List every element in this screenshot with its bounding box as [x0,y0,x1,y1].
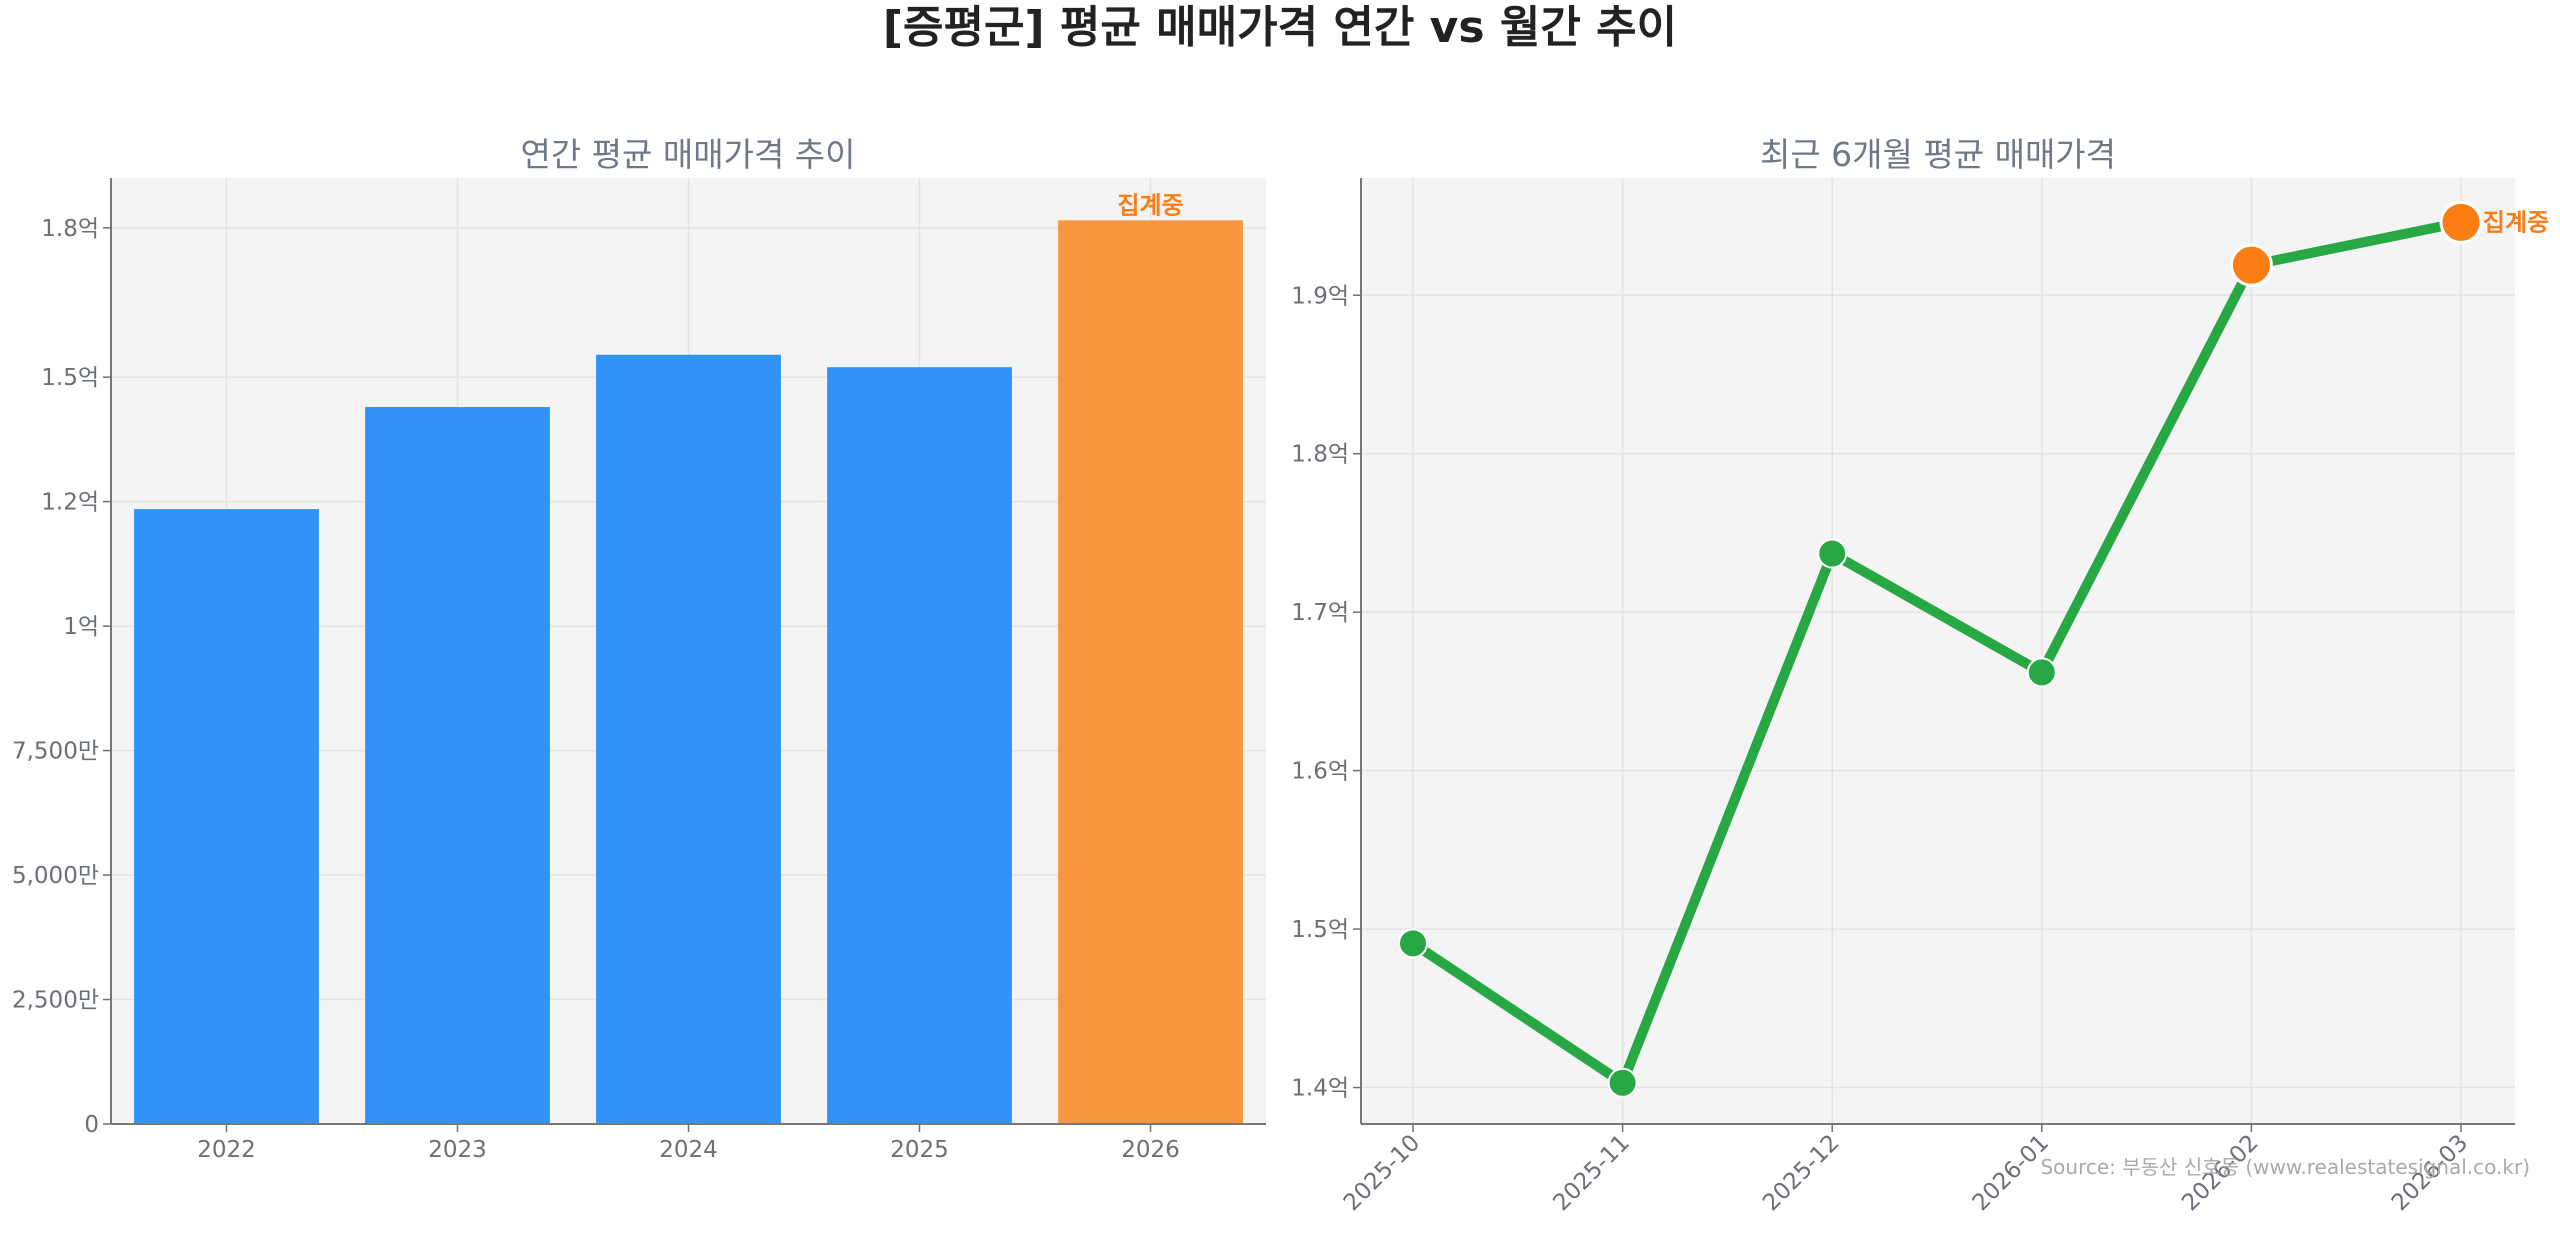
bar-series [134,220,1243,1125]
bar-2024 [596,354,781,1124]
bar-chart-panel: 2022 2023 2024 2025 2026 0 2,500만 5,000만 7,500만… [12,135,1266,1163]
line-point [1398,928,1428,959]
bar-2023 [365,407,550,1124]
bar-y-tick-label: 5,000만 [12,863,99,889]
line-plot-area [1361,178,2515,1124]
line-x-tick-label: 2025-11 [1548,1130,1634,1216]
line-y-tick-label: 1.8억 [1291,442,1349,468]
source-note: Source: 부동산 신호등 (www.realestatesignal.co… [2040,1155,2530,1179]
line-x-tick-label: 2025-10 [1339,1130,1425,1216]
bar-y-tick-label: 1억 [63,614,99,640]
bar-x-tick-label: 2024 [659,1137,718,1163]
line-y-tick-label: 1.7억 [1291,600,1349,626]
line-axes [1353,178,2515,1132]
line-chart-panel: 2025-10 2025-11 2025-12 2026-01 2026-02 2026-… [1291,135,2549,1216]
bar-y-tick-label: 2,500만 [12,988,99,1014]
line-series [1398,200,2483,1098]
figure-title: [증평군] 평균 매매가격 연간 vs 월간 추이 [883,2,1677,53]
bar-x-tick-label: 2026 [1121,1137,1180,1163]
bar-y-tick-label: 0 [84,1112,99,1138]
bar-y-tick-label: 1.8억 [41,216,99,242]
line-y-tick-label: 1.4억 [1291,1076,1349,1102]
line-x-tick-label: 2025-12 [1758,1130,1844,1216]
line-point [2026,657,2057,688]
bar-y-tick-label: 7,500만 [12,739,99,765]
bar-2025 [827,367,1012,1124]
bar-x-tick-label: 2025 [890,1137,949,1163]
line-point [1607,1067,1638,1098]
bar-y-tick-labels: 0 2,500만 5,000만 7,500만 1억 1.2억 1.5억 1.8억 [12,216,99,1138]
bar-2022 [134,509,319,1125]
bar-x-tick-labels: 2022 2023 2024 2025 2026 [197,1137,1180,1163]
bar-x-tick-label: 2023 [428,1137,487,1163]
line-chart-title: 최근 6개월 평균 매매가격 [1760,135,2116,174]
line-status-label: 집계중 [2483,208,2549,236]
line-point-highlight [2229,243,2273,287]
line-point-highlight [2439,200,2483,244]
bar-chart-title: 연간 평균 매매가격 추이 [520,135,855,174]
bar-x-tick-label: 2022 [197,1137,256,1163]
line-y-tick-labels: 1.4억 1.5억 1.6억 1.7억 1.8억 1.9억 [1291,283,1349,1101]
price-line [1408,217,2466,1088]
bar-axes [103,178,1266,1132]
line-y-tick-label: 1.9억 [1291,283,1349,309]
bar-y-tick-label: 1.5억 [41,365,99,391]
line-y-tick-label: 1.6억 [1291,759,1349,785]
line-point [1817,538,1848,569]
line-y-tick-label: 1.5억 [1291,917,1349,943]
bar-2026-highlight [1058,220,1243,1125]
bar-status-label: 집계중 [1117,191,1183,219]
bar-y-tick-label: 1.2억 [41,490,99,516]
